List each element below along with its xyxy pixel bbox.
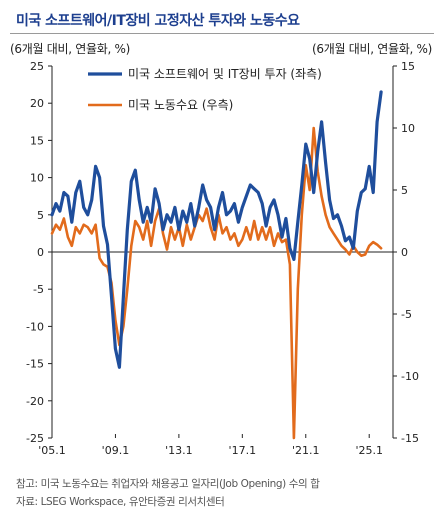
x-axis-tick-label: '17.1 [229,444,257,457]
chart-note: 참고: 미국 노동수요는 취업자와 채용공고 일자리(Job Opening) … [16,478,320,490]
right-axis-tick-label: -10 [401,370,419,383]
title-divider [10,33,434,34]
left-axis-tick-label: -10 [26,320,44,333]
left-axis-tick-label: 10 [30,172,44,185]
left-axis-tick-label: 0 [37,246,44,259]
x-axis-tick-label: '25.1 [355,444,383,457]
left-axis-unit: (6개월 대비, 연율화, %) [10,42,130,56]
right-axis-tick-label: -5 [401,308,412,321]
chart-title: 미국 소프트웨어/IT장비 고정자산 투자와 노동수요 [16,13,300,29]
left-axis-tick-label: -20 [26,395,44,408]
chart-area: 25 20 15 10 5 0 -5 -10 -15 -20 -25 15 10 5 0 -5 -10 -15 '0… [26,60,419,457]
x-axis-tick-label: '09.1 [102,444,130,457]
left-axis-tick-label: -15 [26,358,44,371]
right-axis-tick-label: -15 [401,432,419,445]
right-axis-unit: (6개월 대비, 연율화, %) [312,42,432,56]
left-axis-tick-label: -5 [33,283,44,296]
right-axis-tick-label: 0 [401,246,408,259]
software-it-investment-line [50,90,383,369]
right-axis-tick-label: 15 [401,60,415,73]
left-axis-tick-label: 15 [30,134,44,147]
x-axis-tick-label: '13.1 [165,444,193,457]
x-axis-tick-label: '21.1 [292,444,320,457]
left-axis-tick-label: 5 [37,209,44,222]
legend-software-it-label: 미국 소프트웨어 및 IT장비 투자 (좌측) [128,67,322,81]
left-axis-tick-label: -25 [26,432,44,445]
left-axis-tick-label: 25 [30,60,44,73]
right-axis-tick-label: 10 [401,122,415,135]
chart-source: 자료: LSEG Workspace, 유안타증권 리서치센터 [16,496,225,508]
legend-labor-demand-label: 미국 노동수요 (우측) [128,98,233,112]
right-axis-tick-label: 5 [401,184,408,197]
left-axis-tick-label: 20 [30,97,44,110]
labor-demand-line [50,126,383,440]
x-axis-tick-label: '05.1 [38,444,66,457]
